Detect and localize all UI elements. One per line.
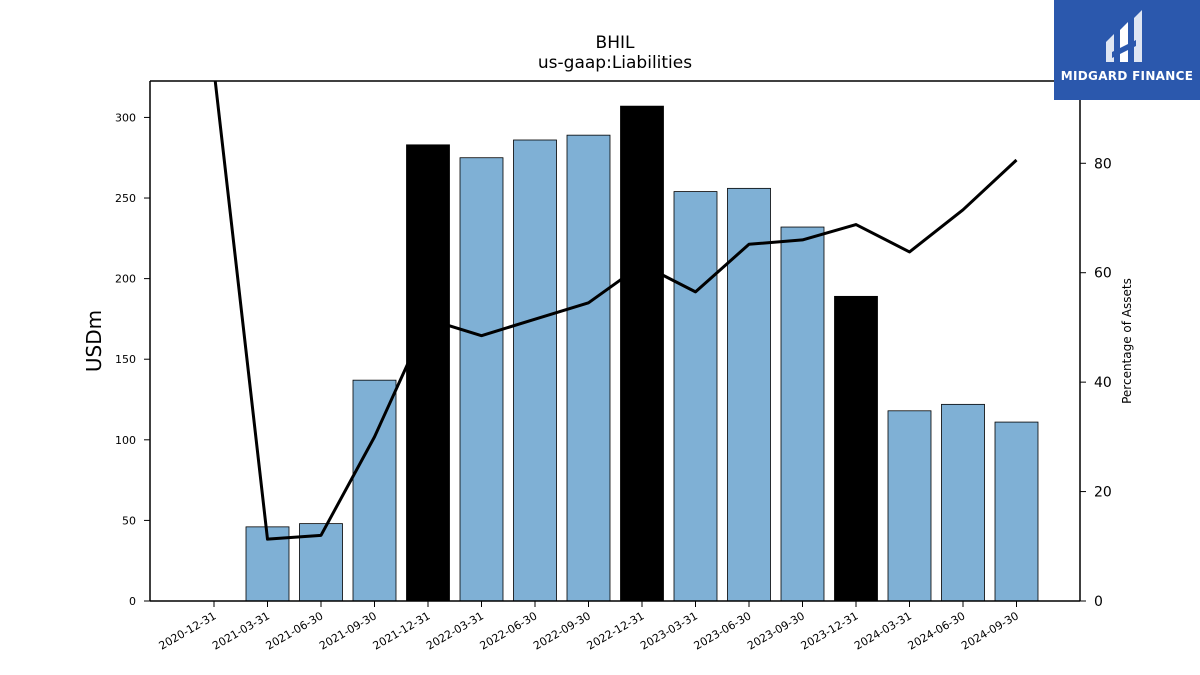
x-tick-label-2023-06-30: 2023-06-30 bbox=[692, 609, 754, 652]
x-tick-label-2022-06-30: 2022-06-30 bbox=[478, 609, 540, 652]
bar-2022-03-31 bbox=[459, 157, 504, 602]
y-tick-label-250: 250 bbox=[115, 192, 136, 205]
bar-2023-06-30 bbox=[727, 187, 771, 602]
x-tick-label-2024-09-30: 2024-09-30 bbox=[959, 609, 1021, 652]
y-axis-label: USDm bbox=[82, 310, 106, 372]
bar-2022-09-30 bbox=[566, 134, 611, 602]
y-tick-label-50: 50 bbox=[122, 514, 136, 527]
x-tick-label-2024-03-31: 2024-03-31 bbox=[852, 609, 914, 652]
y-right-tick-label-20: 20 bbox=[1094, 485, 1112, 501]
x-tick-label-2021-06-30: 2021-06-30 bbox=[264, 609, 326, 652]
y-tick-label-300: 300 bbox=[115, 111, 136, 124]
x-tick-label-2022-12-31: 2022-12-31 bbox=[585, 609, 647, 652]
bar-2024-03-31 bbox=[887, 410, 932, 602]
y-right-tick-label-40: 40 bbox=[1094, 375, 1112, 391]
x-tick-label-2021-09-30: 2021-09-30 bbox=[317, 609, 379, 652]
y-tick-label-200: 200 bbox=[115, 273, 136, 286]
x-tick-label-2024-06-30: 2024-06-30 bbox=[906, 609, 968, 652]
x-tick-label-2022-03-31: 2022-03-31 bbox=[424, 609, 486, 652]
bar-2022-06-30 bbox=[513, 139, 557, 602]
bars-group bbox=[245, 105, 1039, 602]
bar-2022-12-31 bbox=[620, 105, 664, 602]
bar-2023-03-31 bbox=[673, 191, 718, 602]
y-right-tick-label-0: 0 bbox=[1094, 594, 1103, 610]
midgard-finance-logo: MIDGARD FINANCE bbox=[1054, 0, 1200, 100]
bar-2024-06-30 bbox=[941, 403, 985, 602]
logo-mark-icon bbox=[1106, 10, 1142, 62]
y-tick-label-0: 0 bbox=[129, 595, 136, 608]
bar-2023-09-30 bbox=[780, 226, 825, 602]
x-tick-label-2023-12-31: 2023-12-31 bbox=[799, 609, 861, 652]
chart-subtitle: us-gaap:Liabilities bbox=[537, 53, 693, 73]
line-percentage-of-assets bbox=[213, 81, 1018, 541]
x-tick-label-2021-03-31: 2021-03-31 bbox=[210, 609, 272, 652]
bar-2021-12-31 bbox=[406, 144, 450, 602]
y-tick-label-150: 150 bbox=[115, 353, 136, 366]
logo-text: MIDGARD FINANCE bbox=[1060, 69, 1194, 83]
x-tick-label-2022-09-30: 2022-09-30 bbox=[531, 609, 593, 652]
y-axis-right-label: Percentage of Assets bbox=[1120, 278, 1134, 404]
bar-2023-12-31 bbox=[834, 295, 878, 602]
bar-2021-09-30 bbox=[352, 379, 397, 602]
y-right-tick-label-80: 80 bbox=[1094, 156, 1112, 172]
x-tick-label-2020-12-31: 2020-12-31 bbox=[157, 609, 219, 652]
x-tick-label-2023-09-30: 2023-09-30 bbox=[745, 609, 807, 652]
chart-title: BHIL bbox=[595, 33, 635, 53]
bar-2024-09-30 bbox=[994, 421, 1039, 602]
x-tick-label-2021-12-31: 2021-12-31 bbox=[371, 609, 433, 652]
line-layer bbox=[213, 81, 1018, 541]
x-tick-label-2023-03-31: 2023-03-31 bbox=[638, 609, 700, 652]
y-right-tick-label-60: 60 bbox=[1094, 266, 1112, 282]
y-tick-label-100: 100 bbox=[115, 434, 136, 447]
